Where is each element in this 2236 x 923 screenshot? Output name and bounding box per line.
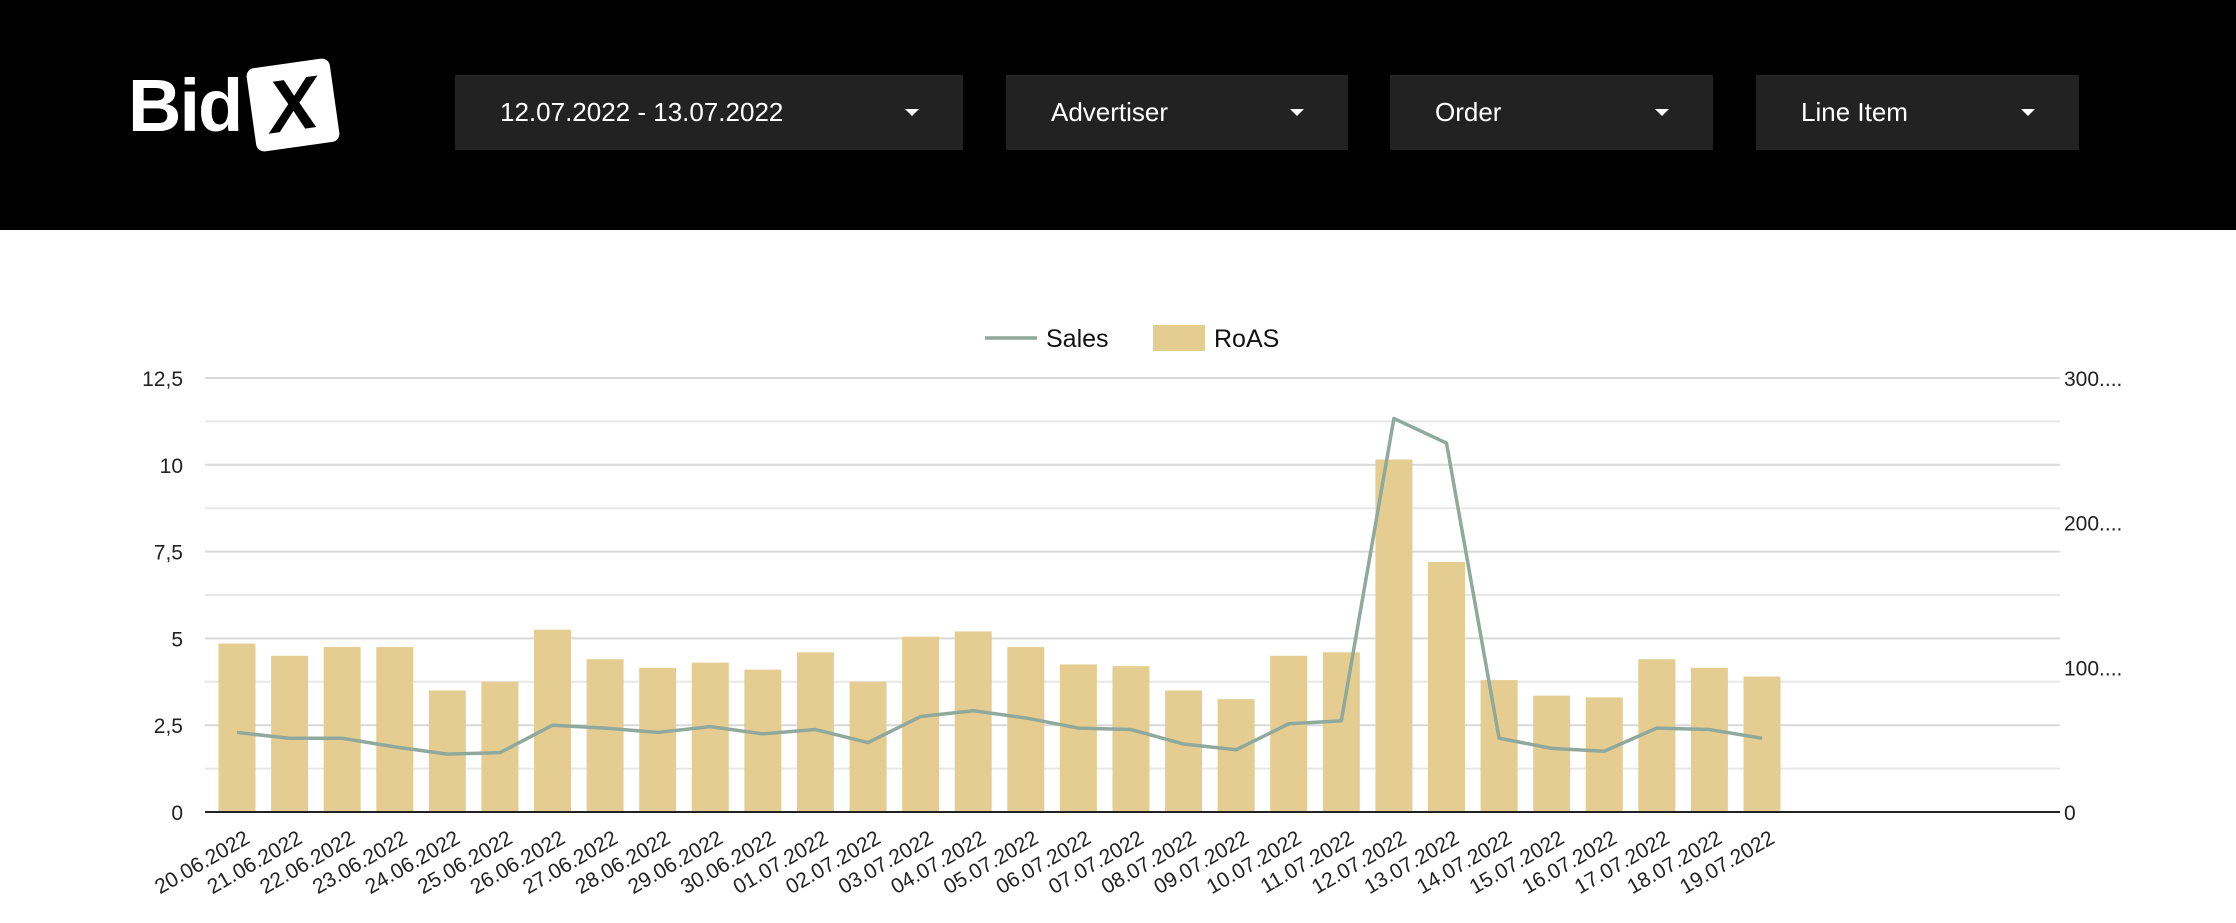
roas-bar (691, 662, 729, 812)
roas-bar (1059, 664, 1097, 812)
left-axis-tick-label: 0 (171, 802, 183, 825)
left-axis-tick-label: 7,5 (154, 542, 183, 565)
legend-roas-label: RoAS (1214, 325, 1279, 353)
logo-badge: X (245, 57, 341, 153)
line-item-dropdown[interactable]: Line Item (1756, 75, 2079, 150)
legend-roas-swatch (1153, 325, 1205, 351)
left-axis-tick-label: 2,5 (154, 715, 183, 738)
roas-bar (1165, 690, 1203, 812)
roas-bar (1743, 676, 1781, 812)
roas-bar (1427, 562, 1465, 812)
left-axis-tick-label: 12,5 (142, 368, 183, 391)
roas-bar (1690, 667, 1728, 812)
advertiser-dropdown[interactable]: Advertiser (1006, 75, 1348, 150)
roas-bar (323, 647, 361, 812)
roas-bar (1533, 695, 1571, 812)
date-range-dropdown[interactable]: 12.07.2022 - 13.07.2022 (455, 75, 963, 150)
roas-bar (1375, 459, 1413, 812)
roas-bar (1638, 659, 1676, 812)
roas-bar (1217, 699, 1255, 812)
chevron-down-icon (1655, 109, 1669, 116)
chevron-down-icon (1290, 109, 1304, 116)
roas-bar (218, 643, 256, 812)
order-dropdown[interactable]: Order (1390, 75, 1713, 150)
roas-bar (1322, 652, 1360, 812)
left-axis-tick-label: 5 (171, 628, 183, 651)
roas-bar (1007, 647, 1045, 812)
right-axis-tick-label: 300.... (2064, 368, 2122, 391)
sales-roas-chart: 0 2,5 5 7,5 10 12,5 0 100.... 200.... 300.... 20.0… (0, 230, 2236, 918)
right-axis-tick-label: 100.... (2064, 657, 2122, 680)
roas-bar (954, 631, 992, 812)
right-axis-tick-label: 0 (2064, 802, 2076, 825)
order-label: Order (1435, 97, 1502, 127)
roas-bar (534, 629, 572, 812)
legend-sales-label: Sales (1046, 325, 1109, 353)
roas-bar (639, 667, 677, 812)
roas-bar (1480, 680, 1518, 812)
roas-bar (376, 647, 414, 812)
roas-bar (1270, 655, 1308, 812)
roas-bar (744, 669, 782, 812)
advertiser-label: Advertiser (1051, 97, 1169, 127)
chevron-down-icon (905, 109, 919, 116)
chevron-down-icon (2021, 109, 2035, 116)
header-bar: Bid X 12.07.2022 - 13.07.2022 Advertiser… (0, 0, 2236, 230)
chart-svg: 02,557,51012,50100....200....300....20.0… (142, 325, 2122, 899)
line-item-label: Line Item (1801, 97, 1908, 127)
roas-bar (271, 655, 309, 812)
date-range-label: 12.07.2022 - 13.07.2022 (500, 97, 784, 127)
logo-text: Bid (128, 63, 243, 147)
roas-bar (1112, 666, 1150, 812)
right-axis-tick-label: 200.... (2064, 513, 2122, 536)
roas-bar (586, 659, 624, 812)
bidx-logo: Bid X (128, 57, 348, 153)
roas-bar (849, 681, 887, 812)
roas-bar (1585, 697, 1623, 812)
sales-line (236, 416, 1763, 756)
left-axis-tick-label: 10 (160, 455, 183, 478)
logo-badge-letter: X (262, 59, 324, 150)
